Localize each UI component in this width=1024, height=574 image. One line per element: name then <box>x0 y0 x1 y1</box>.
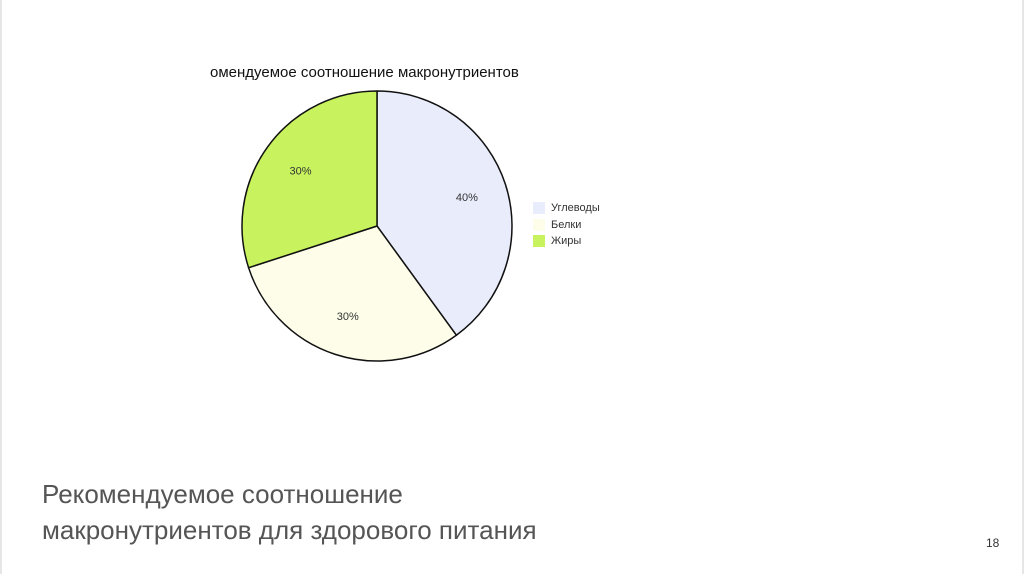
chart-legend: Углеводы Белки Жиры <box>533 200 600 250</box>
page-number: 18 <box>986 536 1000 550</box>
slide-title-line-2: макронутриентов для здорового питания <box>42 515 537 545</box>
legend-item-carbs: Углеводы <box>533 200 600 217</box>
slice-label-fats: 30% <box>290 165 312 177</box>
pie-slice-proteins <box>247 225 458 362</box>
slide-edge-right <box>1022 0 1024 574</box>
legend-label-carbs: Углеводы <box>551 202 600 215</box>
legend-label-proteins: Белки <box>551 218 582 231</box>
pie-slice-carbs <box>376 90 513 336</box>
legend-swatch-proteins <box>533 218 545 231</box>
pie-slice-fats <box>241 90 378 269</box>
slide-title: Рекомендуемое соотношение макронутриенто… <box>42 476 537 548</box>
legend-item-fats: Жиры <box>533 233 600 250</box>
legend-swatch-fats <box>533 235 545 248</box>
slide-edge-left <box>0 0 2 574</box>
slice-label-carbs: 40% <box>456 192 478 204</box>
slice-label-proteins: 30% <box>337 311 359 323</box>
legend-swatch-carbs <box>533 202 545 215</box>
legend-label-fats: Жиры <box>551 235 582 248</box>
slide-title-line-1: Рекомендуемое соотношение <box>42 479 403 509</box>
legend-item-proteins: Белки <box>533 217 600 234</box>
chart-title: омендуемое соотношение макронутриентов <box>210 64 519 81</box>
